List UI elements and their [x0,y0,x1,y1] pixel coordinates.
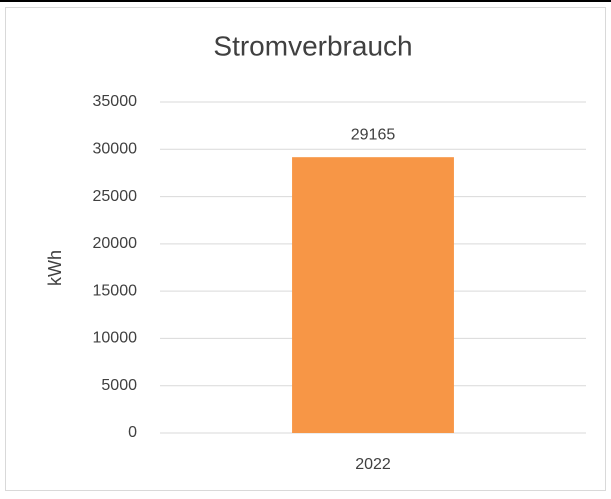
y-tick-label: 30000 [93,141,138,158]
y-tick-label: 35000 [93,93,138,110]
chart-border [5,7,606,491]
chart-title: Stromverbrauch [213,30,412,61]
data-label: 29165 [351,126,396,143]
y-axis-label: kWh [45,250,65,286]
y-tick-label: 10000 [93,330,138,347]
y-tick-label: 20000 [93,235,138,252]
y-tick-label: 5000 [101,377,137,394]
x-tick-label: 2022 [355,456,391,473]
y-tick-label: 0 [128,424,137,441]
bar [292,157,454,433]
y-tick-label: 15000 [93,282,138,299]
y-tick-label: 25000 [93,188,138,205]
